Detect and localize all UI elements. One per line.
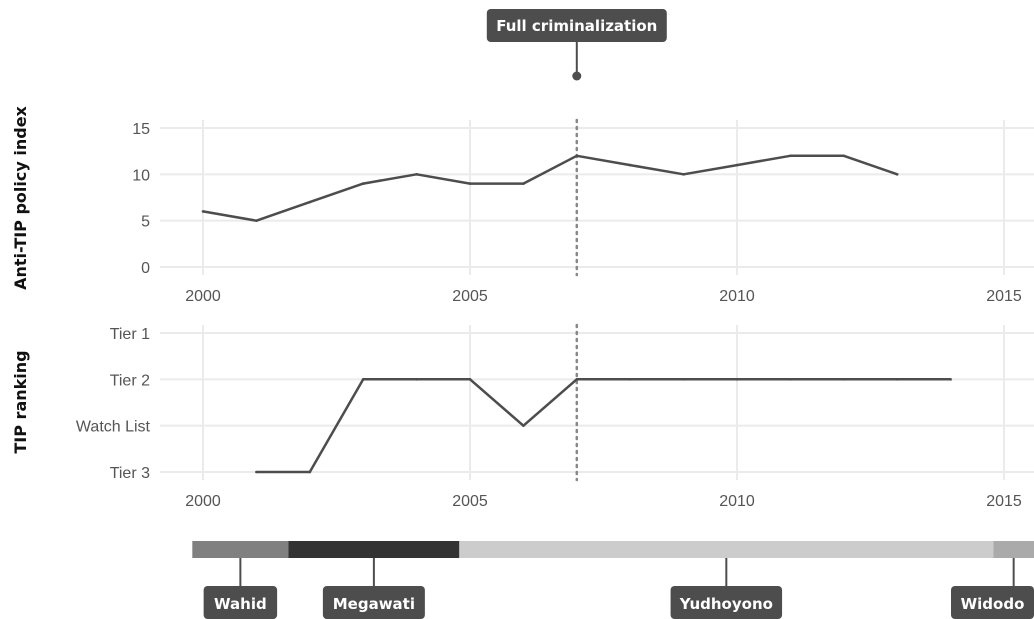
p1-point-2012 xyxy=(842,154,846,158)
president-label-megawati: Megawati xyxy=(333,595,415,613)
president-label-widodo: Widodo xyxy=(961,595,1025,613)
p2-point-2012 xyxy=(842,378,846,381)
p1-point-2011 xyxy=(789,154,792,158)
p2-point-2009 xyxy=(682,378,685,381)
data-layer xyxy=(201,154,952,474)
event-label-pill xyxy=(486,9,667,42)
p1-point-2010 xyxy=(735,163,739,167)
p2-point-2004 xyxy=(415,378,418,381)
p2-point-2008 xyxy=(628,378,632,381)
president-label-pill-yudhoyono xyxy=(670,586,783,619)
p2-ylabel: TIP ranking xyxy=(11,350,30,453)
timeline-layer: Wahid Megawati Yudhoyono Widodo xyxy=(192,541,1034,619)
p2-point-2014 xyxy=(949,378,952,381)
p1-point-2003 xyxy=(361,182,365,185)
p2-point-2010 xyxy=(735,378,739,381)
event-label: Full criminalization xyxy=(496,17,657,35)
president-label-pill-wahid xyxy=(203,586,278,619)
p1-point-2001 xyxy=(255,219,258,222)
text-layer: 0 5 10 15 2000 2005 2010 2015 Anti-TIP policy in… xyxy=(11,105,1022,510)
p1-xtick-2015: 2015 xyxy=(986,288,1022,305)
p1-point-2002 xyxy=(308,200,312,204)
p1-point-2009 xyxy=(682,173,685,176)
p1-point-2000 xyxy=(201,210,205,213)
p2-xtick-2010: 2010 xyxy=(719,493,755,510)
president-bar-yudhoyono xyxy=(459,541,994,558)
p2-xtick-2005: 2005 xyxy=(452,493,488,510)
p1-ytick-0: 0 xyxy=(141,260,150,277)
p1-point-2007 xyxy=(575,154,579,158)
p2-point-2005 xyxy=(468,378,472,381)
president-bar-megawati xyxy=(288,541,460,558)
p2-point-2006 xyxy=(522,424,525,427)
p1-xtick-2010: 2010 xyxy=(719,288,755,305)
president-label-yudhoyono: Yudhoyono xyxy=(679,595,773,613)
p1-ytick-5: 5 xyxy=(141,214,150,231)
p2-xtick-2000: 2000 xyxy=(185,493,221,510)
p2-point-2013 xyxy=(895,378,899,381)
president-bar-wahid xyxy=(192,541,289,558)
event-callout-dot xyxy=(572,71,582,81)
p1-xtick-2005: 2005 xyxy=(452,288,488,305)
president-label-pill-megawati xyxy=(322,586,425,619)
p1-point-2013 xyxy=(895,173,899,176)
p2-point-2002 xyxy=(308,470,312,474)
p1-ytick-15: 15 xyxy=(132,121,150,138)
p2-ytick-tier-2: Tier 2 xyxy=(110,372,150,389)
p1-ytick-10: 10 xyxy=(132,167,150,184)
p1-xtick-2000: 2000 xyxy=(185,288,221,305)
event-layer: Full criminalization xyxy=(486,9,667,482)
president-label-wahid: Wahid xyxy=(214,595,267,613)
president-bar-widodo xyxy=(993,541,1034,558)
p2-point-2007 xyxy=(575,378,579,381)
p2-xtick-2015: 2015 xyxy=(986,493,1022,510)
p2-point-2003 xyxy=(361,378,365,381)
p1-point-2004 xyxy=(415,173,418,176)
p2-ytick-tier-3: Tier 3 xyxy=(110,465,150,482)
grid-layer xyxy=(160,120,1034,480)
p1-point-2008 xyxy=(628,163,632,167)
p1-series-line xyxy=(202,154,898,222)
p1-point-2006 xyxy=(522,182,525,185)
p2-series-line xyxy=(256,378,951,474)
p2-point-2011 xyxy=(789,378,792,381)
p2-ytick-tier-1: Tier 1 xyxy=(110,326,150,343)
p1-ylabel: Anti-TIP policy index xyxy=(11,105,30,289)
p2-ytick-watch-list: Watch List xyxy=(76,419,151,436)
p2-point-2001 xyxy=(255,470,258,474)
president-label-pill-widodo xyxy=(951,586,1034,619)
p1-point-2005 xyxy=(468,182,472,185)
